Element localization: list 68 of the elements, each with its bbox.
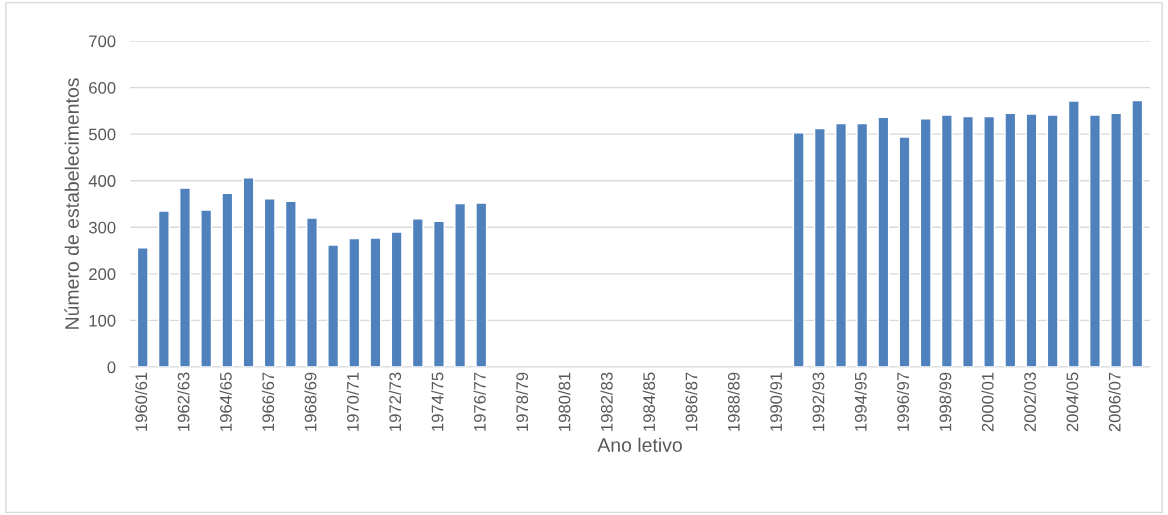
bar: [369, 237, 382, 367]
bar: [327, 244, 340, 367]
y-tick-label: 100: [89, 314, 116, 327]
x-tick-label: 1976/77: [473, 372, 486, 431]
bar: [792, 132, 805, 367]
x-tick-label: 1964/65: [219, 372, 232, 431]
x-tick-label: 1988/89: [727, 372, 740, 431]
x-tick-label: 1984/85: [642, 372, 656, 431]
bar: [221, 192, 234, 367]
bar: [962, 115, 974, 367]
bar: [157, 210, 170, 367]
bar: [179, 187, 192, 367]
x-tick-label: 1978/79: [515, 372, 529, 431]
bar: [1110, 112, 1123, 367]
bar: [1088, 114, 1101, 367]
x-tick-label: 2000/01: [981, 372, 994, 432]
y-tick-label: 400: [88, 175, 116, 187]
bar: [919, 118, 932, 367]
bar: [1067, 100, 1080, 367]
x-tick-label: 1994/95: [854, 372, 867, 431]
bar: [454, 202, 467, 367]
x-tick-label: 1996/97: [896, 372, 909, 431]
x-tick-label: 1960/61: [134, 372, 148, 431]
bar: [136, 247, 149, 367]
x-tick-label: 1980/81: [558, 372, 571, 431]
bar: [813, 127, 826, 367]
y-tick-label: 700: [89, 35, 116, 48]
x-tick-label: 1974/75: [431, 372, 444, 431]
y-tick-label: 600: [89, 81, 116, 94]
bar: [983, 115, 996, 367]
y-tick-label: 200: [89, 268, 116, 281]
bar: [835, 122, 848, 367]
bar: [1046, 114, 1059, 367]
bar: [242, 177, 255, 367]
x-tick-label: 1982/83: [600, 372, 613, 431]
x-tick-label: 1986/87: [685, 372, 698, 431]
bar: [306, 217, 318, 367]
bar: [1131, 99, 1144, 367]
x-tick-label: 1972/73: [388, 372, 402, 431]
x-tick-label: 2002/03: [1023, 372, 1036, 432]
bar: [200, 209, 213, 367]
bar: [940, 114, 953, 367]
bar: [877, 116, 890, 367]
x-axis-title: Ano letivo: [597, 437, 682, 452]
x-tick-label: 1966/67: [261, 372, 275, 431]
bar: [263, 198, 276, 367]
y-tick-label: 500: [88, 128, 116, 141]
bar: [1025, 113, 1038, 367]
x-tick-label: 2006/07: [1108, 372, 1121, 432]
bar: [856, 122, 869, 367]
x-tick-label: 1968/69: [304, 372, 317, 431]
y-tick-label: 300: [88, 221, 116, 234]
x-tick-label: 1992/93: [812, 372, 825, 431]
x-tick-label: 1990/91: [769, 372, 783, 431]
x-tick-label: 2004/05: [1066, 372, 1079, 432]
x-tick-label: 1998/99: [939, 372, 952, 431]
x-tick-label: 1970/71: [346, 372, 359, 431]
y-tick-label: 0: [107, 361, 116, 374]
bar: [390, 231, 403, 367]
bar: [411, 218, 424, 367]
bar: [348, 237, 361, 367]
bar: [1004, 112, 1017, 367]
bar: [432, 220, 445, 367]
y-axis-title: Número de estabelecimentos: [64, 78, 79, 329]
bar: [475, 202, 488, 367]
x-tick-label: 1962/63: [177, 372, 190, 431]
bar: [898, 136, 911, 367]
bar: [284, 200, 297, 367]
